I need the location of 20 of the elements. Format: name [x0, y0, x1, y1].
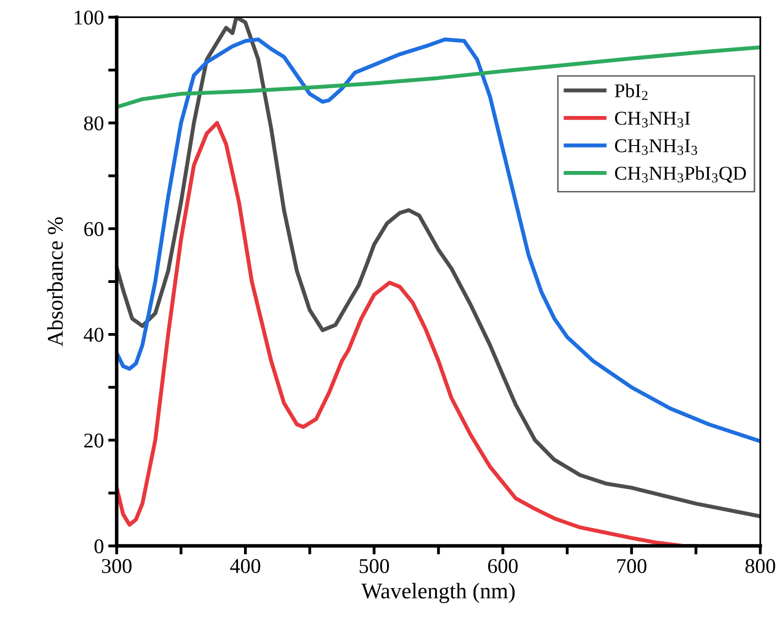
- x-tick-label: 400: [230, 559, 260, 574]
- legend-label: CH$_{3}$NH$_{3}$PbI$_{3}$QD: [615, 166, 746, 183]
- y-tick-label: 0: [94, 539, 104, 554]
- line-series: [116, 45, 760, 110]
- y-tick-label: 80: [84, 116, 104, 130]
- x-tick-label: 500: [360, 559, 389, 574]
- legend-label: PbI$_{2}$: [614, 84, 648, 100]
- y-axis-title: Absorbance %: [47, 217, 63, 346]
- legend-label: CH$_{3}$NH$_{3}$I$_{3}$: [615, 139, 698, 155]
- x-tick-label: 600: [488, 559, 518, 574]
- y-tick-label: 60: [84, 222, 104, 236]
- x-tick-label: 800: [745, 559, 776, 574]
- line-series: [116, 37, 760, 444]
- x-tick-label: 700: [617, 559, 646, 574]
- legend-label: CH$_{3}$NH$_{3}$I: [615, 112, 690, 128]
- y-tick-label: 100: [74, 10, 104, 25]
- x-axis-title: Wavelength (nm): [361, 582, 515, 604]
- x-tick-label: 300: [102, 559, 132, 574]
- y-tick-label: 40: [84, 328, 104, 342]
- y-tick-label: 20: [84, 434, 104, 448]
